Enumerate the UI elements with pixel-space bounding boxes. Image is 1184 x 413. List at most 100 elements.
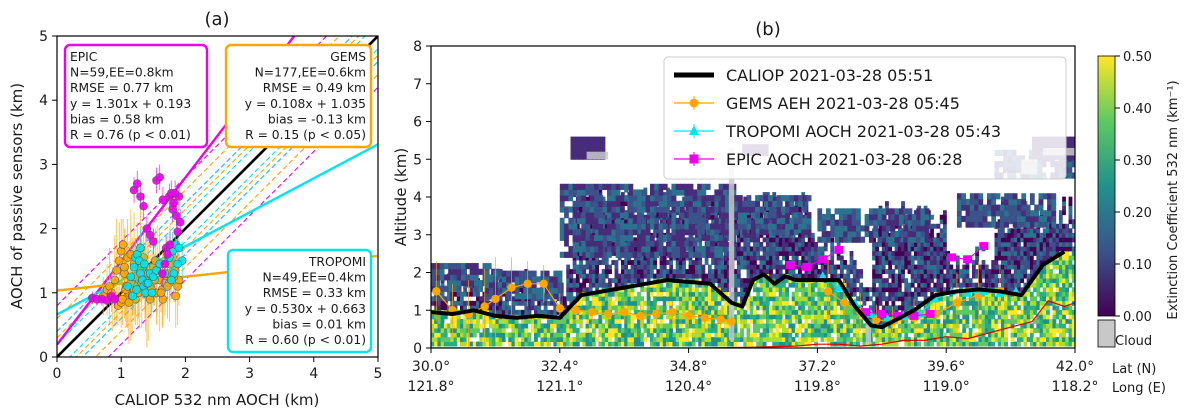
curtain-cell [875,309,880,315]
curtain-cell [885,305,889,311]
curtain-cell [604,337,609,342]
curtain-cell [662,309,667,315]
curtain-cell [582,273,587,279]
curtain-cell [891,241,896,247]
curtain-cell [930,237,934,243]
curtain-cell [714,278,719,284]
curtain-cell [669,323,674,329]
curtain-cell [933,287,938,293]
curtain-cell [833,300,838,306]
curtain-cell [836,314,841,320]
curtain-cell [553,300,558,306]
curtain-cell [801,241,806,247]
curtain-cell [1062,318,1066,324]
curtain-cell [624,323,629,329]
curtain-cell [511,318,516,324]
curtain-cell [630,264,635,270]
curtain-cell [592,228,596,234]
curtain-cell [724,314,728,320]
curtain-cell [801,237,806,243]
curtain-cell [917,246,922,252]
curtain-cell [781,241,786,247]
curtain-cell [923,255,928,261]
curtain-cell [910,282,915,288]
curtain-cell [933,237,938,243]
curtain-cell [942,219,947,225]
curtain-cell [627,337,632,342]
curtain-cell [656,296,661,302]
curtain-cell [917,264,922,270]
curtain-cell [1020,327,1025,333]
curtain-cell [839,314,844,320]
curtain-cell [814,318,818,324]
curtain-cell [601,196,606,202]
curtain-cell [746,260,751,265]
curtain-cell [511,337,516,342]
curtain-cell [875,250,880,256]
curtain-cell [759,323,764,329]
curtain-cell [875,246,880,252]
curtain-cell [592,305,596,311]
curtain-cell [448,285,453,292]
curtain-cell [759,260,764,265]
curtain-cell [807,250,812,256]
curtain-cell [566,269,571,275]
curtain-cell [765,232,770,238]
curtain-cell [640,332,645,338]
curtain-cell [1000,300,1005,306]
curtain-cell [988,305,992,311]
curtain-cell [781,332,786,338]
curtain-cell [762,246,767,252]
curtain-cell [434,323,439,329]
curtain-cell [823,318,828,324]
curtain-cell [991,260,996,265]
curtain-cell [1052,332,1057,338]
curtain-cell [601,341,606,347]
curtain-cell [653,300,657,306]
curtain-cell [914,296,918,302]
curtain-cell [917,341,922,347]
curtain-cell [775,332,780,338]
curtain-cell [810,282,815,288]
curtain-cell [736,269,741,275]
curtain-cell [881,255,886,261]
curtain-cell [765,314,770,320]
curtain-cell [1039,291,1044,297]
curtain-cell [485,332,490,338]
panel-a-point-tropomi [128,291,138,301]
curtain-cell [988,332,992,338]
panel-a-point-epic [170,188,180,198]
curtain-cell [456,296,461,302]
panel-a-point-tropomi [166,275,176,285]
curtain-cell [585,273,590,279]
curtain-cell [640,269,645,275]
curtain-cell [595,323,600,329]
curtain-cell [891,278,896,284]
curtain-cell [904,318,909,324]
curtain-cell [753,232,757,238]
curtain-cell [778,314,783,320]
curtain-cell [566,323,571,329]
curtain-cell [711,255,715,261]
curtain-cell [614,327,619,333]
curtain-cell [643,255,648,261]
curtain-cell [907,264,912,270]
curtain-cell [698,273,703,279]
curtain-cell [765,205,770,211]
curtain-cell [431,341,435,347]
curtain-cell [888,332,893,338]
curtain-cell [885,260,889,265]
curtain-cell [733,305,738,311]
curtain-cell [653,232,657,238]
curtain-cell [488,300,493,306]
curtain-cell [791,309,796,315]
curtain-cell [901,237,905,243]
curtain-cell [971,323,976,329]
curtain-cell [917,250,922,256]
curtain-cell [662,255,667,261]
curtain-cell [965,273,970,279]
curtain-cell [656,232,661,238]
curtain-cell [897,246,902,252]
curtain-cell [839,296,844,302]
curtain-cell [907,223,912,229]
